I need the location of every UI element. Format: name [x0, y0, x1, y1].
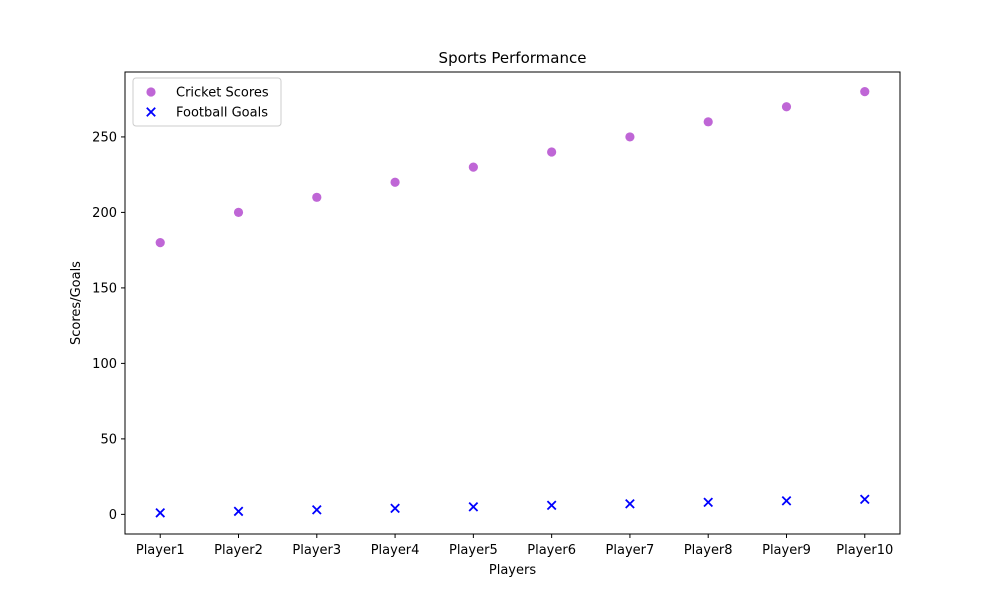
legend-box [132, 77, 282, 127]
y-tick-label: 100 [92, 357, 117, 372]
x-axis-label: Players [489, 563, 536, 578]
football-goals-point [311, 505, 322, 515]
football-goals-point [546, 500, 557, 511]
football-goals-point [233, 506, 244, 517]
y-tick-label: 0 [109, 508, 117, 523]
x-tick-label: Player3 [292, 543, 341, 558]
plot-area-border [124, 71, 901, 535]
plot-frame [124, 71, 901, 535]
cricket-scores-point [312, 192, 322, 202]
x-tick-label: Player9 [762, 543, 811, 558]
y-tick-label: 150 [92, 281, 117, 296]
football-goals-point [625, 498, 635, 509]
legend-marker [146, 87, 156, 97]
legend-label: Cricket Scores [176, 86, 269, 101]
data-points [155, 87, 870, 518]
cricket-scores-point [781, 102, 792, 112]
cricket-scores-point [625, 132, 635, 142]
x-tick-label: Player10 [836, 543, 893, 558]
x-tick-label: Player1 [136, 543, 185, 558]
x-tick-label: Player7 [606, 543, 655, 558]
cricket-scores-point [155, 238, 165, 248]
series-0 [155, 87, 870, 248]
football-goals-point [468, 501, 479, 512]
y-tick-label: 250 [92, 130, 117, 145]
football-goals-point [703, 497, 714, 508]
cricket-scores-point [547, 147, 557, 157]
cricket-scores-point [860, 87, 870, 97]
x-tick-label: Player8 [684, 543, 733, 558]
legend-marker [146, 107, 156, 117]
football-goals-point [781, 495, 792, 506]
x-tick-label: Player2 [214, 543, 263, 558]
cricket-scores-point [703, 117, 713, 127]
football-goals-point [390, 503, 400, 514]
x-tick-label: Player6 [527, 543, 576, 558]
y-tick-label: 50 [100, 432, 117, 447]
cricket-scores-point [233, 207, 244, 218]
x-tick-label: Player5 [449, 543, 498, 558]
cricket-scores-point [390, 177, 400, 187]
y-axis-label: Scores/Goals [69, 261, 84, 345]
legend: Cricket Scores Football Goals [132, 77, 282, 127]
y-axis: 0 50 100 150 200 250 [92, 130, 125, 523]
x-tick-label: Player4 [371, 543, 420, 558]
series-1 [155, 494, 870, 518]
legend-label: Football Goals [176, 106, 268, 121]
football-goals-point [155, 508, 166, 518]
football-goals-point [859, 494, 870, 505]
chart-title: Sports Performance [439, 49, 587, 67]
y-tick-label: 200 [92, 206, 117, 221]
x-axis: Player1 Player2 Player3 Player4 Player5 Playe… [136, 534, 893, 558]
cricket-scores-point [468, 162, 478, 172]
